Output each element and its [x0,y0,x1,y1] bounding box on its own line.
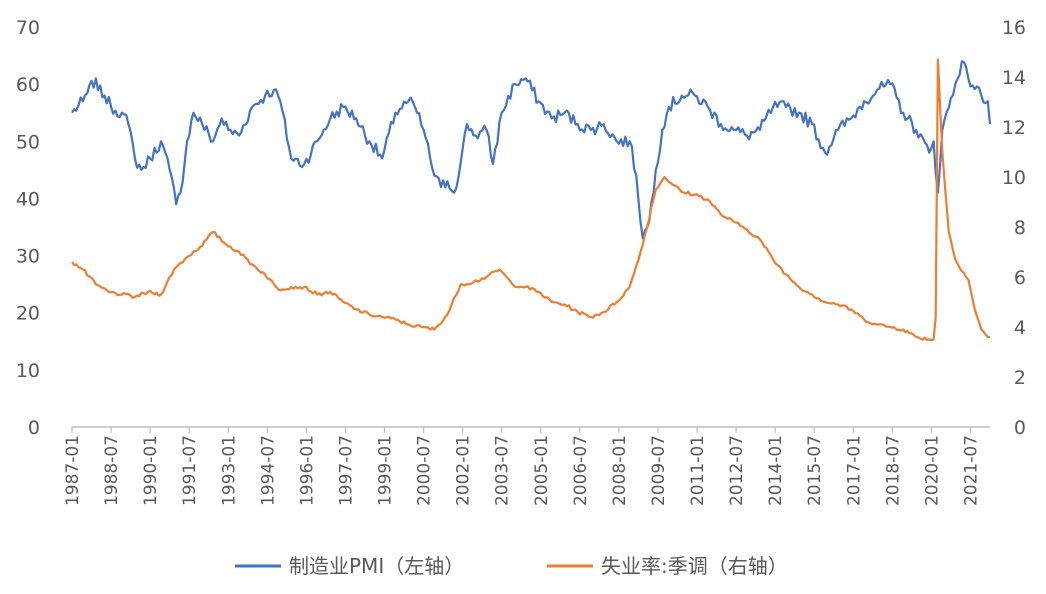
legend-item-unemployment: 失业率:季调（右轴） [547,554,788,578]
x-tick-label: 2002-01 [454,435,474,506]
x-axis: 1987-01 1988-07 1990-01 1991-07 1993-01 1994-… [63,427,981,506]
y-left-axis: 0 10 20 30 40 50 60 70 [16,17,40,439]
x-tick-label: 2021-07 [961,435,981,506]
y-left-tick-label: 10 [16,360,40,382]
x-tick-label: 1991-07 [180,435,200,506]
y-left-tick-label: 40 [16,188,40,210]
y-right-tick-label: 6 [1014,267,1026,289]
y-right-tick-label: 14 [1002,67,1026,89]
x-tick-label: 2017-01 [844,435,864,506]
x-tick-label: 1993-01 [219,435,239,506]
x-tick-label: 2003-07 [493,435,513,506]
legend-item-pmi: 制造业PMI（左轴） [235,554,464,578]
x-tick-label: 2012-07 [727,435,747,506]
x-tick-label: 1999-01 [376,435,396,506]
x-tick-label: 2008-01 [610,435,630,506]
y-right-tick-label: 0 [1014,417,1026,439]
y-right-tick-label: 16 [1002,17,1026,39]
x-tick-label: 2000-07 [415,435,435,506]
x-tick-label: 2015-07 [805,435,825,506]
series-line-unemployment [71,58,990,342]
y-left-tick-label: 70 [16,17,40,39]
x-tick-label: 2018-07 [883,435,903,506]
x-tick-label: 2011-01 [688,435,708,506]
x-tick-label: 2020-01 [922,435,942,506]
series [71,58,992,342]
x-tick-label: 2009-07 [649,435,669,506]
legend-label-pmi: 制造业PMI（左轴） [289,554,464,578]
y-left-tick-label: 30 [16,246,40,268]
y-right-tick-label: 8 [1014,217,1026,239]
y-right-tick-label: 2 [1014,367,1026,389]
y-left-tick-label: 60 [16,74,40,96]
legend-label-unemployment: 失业率:季调（右轴） [601,554,788,578]
legend: 制造业PMI（左轴） 失业率:季调（右轴） [235,554,788,578]
y-right-tick-label: 4 [1014,317,1026,339]
y-right-tick-label: 10 [1002,167,1026,189]
y-right-tick-label: 12 [1002,117,1026,139]
series-line-pmi [71,60,992,240]
y-right-axis: 0 2 4 6 8 10 12 14 16 [1002,17,1026,439]
y-left-tick-label: 0 [28,417,40,439]
y-left-tick-label: 20 [16,303,40,325]
x-tick-label: 1987-01 [63,435,83,506]
x-tick-label: 2014-01 [766,435,786,506]
x-tick-label: 1994-07 [258,435,278,506]
x-tick-label: 1997-07 [336,435,356,506]
x-tick-label: 1996-01 [297,435,317,506]
x-tick-label: 2005-01 [532,435,552,506]
x-tick-label: 2006-07 [571,435,591,506]
x-tick-label: 1988-07 [102,435,122,506]
y-left-tick-label: 50 [16,131,40,153]
x-tick-label: 1990-01 [141,435,161,506]
